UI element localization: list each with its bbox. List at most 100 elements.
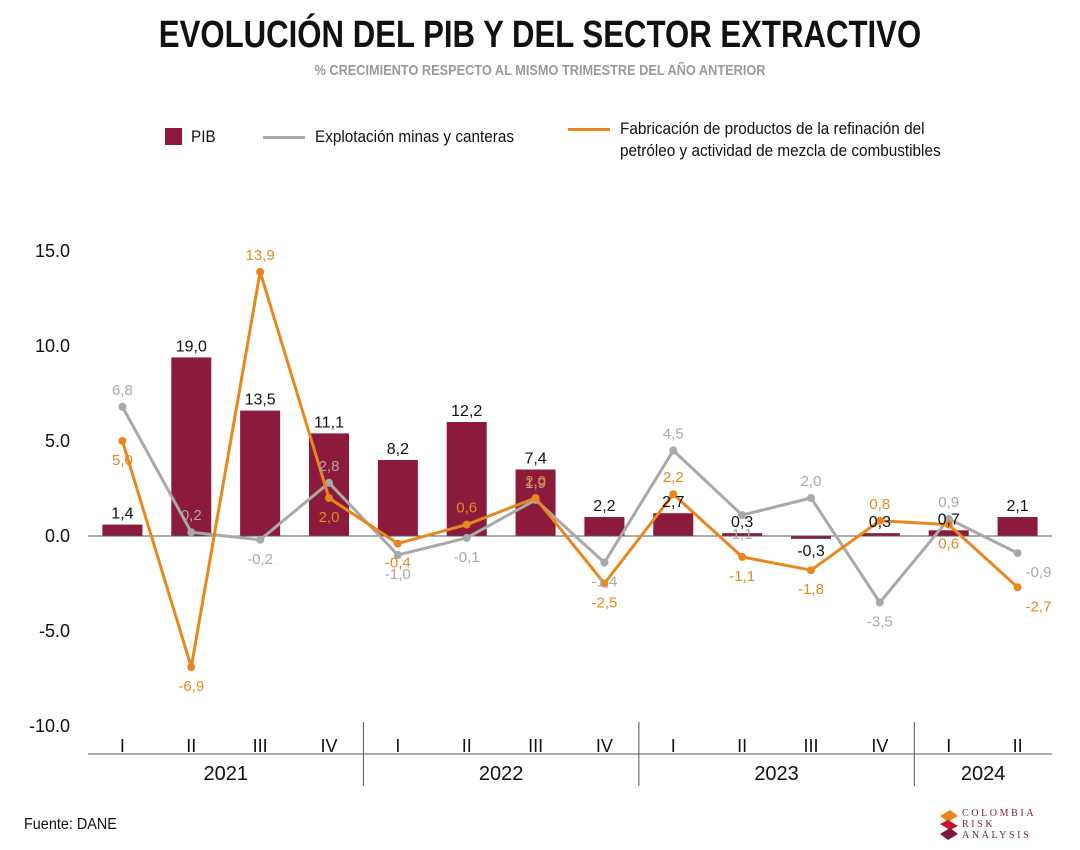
logo-text-line1: COLOMBIA	[962, 808, 1037, 819]
bar-pib	[584, 517, 625, 536]
data-label-pib: 8,2	[387, 441, 409, 458]
data-label-pib: 2,1	[1006, 498, 1028, 515]
x-tick-label: IV	[596, 736, 613, 756]
year-label: 2021	[203, 763, 248, 785]
legend-item-refinacion: Fabricación de productos de la refinació…	[568, 118, 976, 162]
year-label: 2024	[961, 763, 1006, 785]
legend-swatch-minas	[263, 136, 305, 139]
point-minas	[807, 494, 815, 502]
series-line-minas	[121, 406, 1019, 604]
data-label-pib: -0,3	[797, 543, 825, 560]
data-label-refinacion: 2,0	[319, 509, 340, 526]
x-tick-label: I	[120, 736, 125, 756]
point-minas	[462, 533, 471, 542]
legend-item-pib: PIB	[165, 126, 218, 148]
legend-item-minas: Explotación minas y canteras	[263, 126, 536, 148]
source-note: Fuente: DANE	[24, 816, 117, 833]
x-tick-label: II	[462, 736, 472, 756]
point-refinacion	[531, 494, 540, 502]
point-refinacion	[256, 267, 265, 276]
year-label: 2023	[754, 763, 799, 785]
data-label-pib: 19,0	[176, 338, 207, 355]
data-label-minas: -1,0	[385, 566, 411, 583]
data-label-refinacion: -2,5	[591, 595, 617, 612]
data-label-pib: 2,7	[662, 494, 684, 511]
legend-swatch-refinacion	[568, 128, 610, 131]
y-tick-label: -5.0	[39, 621, 70, 641]
data-label-minas: -1,4	[591, 574, 617, 591]
x-tick-label: I	[946, 736, 951, 756]
data-label-minas: 6,8	[112, 382, 133, 399]
legend-label-refinacion-line2: petróleo y actividad de mezcla de combus…	[620, 141, 941, 160]
x-tick-label: II	[737, 736, 747, 756]
point-minas	[325, 478, 333, 487]
data-label-refinacion: 2,2	[663, 469, 684, 486]
chart-title: EVOLUCIÓN DEL PIB Y DEL SECTOR EXTRACTIV…	[158, 14, 922, 56]
point-minas	[393, 551, 402, 559]
data-label-refinacion: -1,1	[729, 568, 755, 585]
data-label-refinacion: 2,0	[525, 473, 546, 490]
point-refinacion	[393, 539, 402, 548]
data-label-minas: 0,9	[938, 494, 959, 511]
data-label-refinacion: -2,7	[1026, 598, 1052, 615]
x-tick-label: III	[253, 736, 268, 756]
chart-subtitle: % CRECIMIENTO RESPECTO AL MISMO TRIMESTR…	[314, 62, 766, 79]
point-refinacion	[807, 566, 815, 575]
y-tick-label: 0.0	[45, 526, 70, 546]
legend-label-minas: Explotación minas y canteras	[315, 127, 514, 146]
data-label-minas: -3,5	[867, 614, 893, 631]
data-label-pib: 7,4	[524, 451, 546, 468]
point-minas	[600, 558, 609, 567]
data-label-pib: 12,2	[451, 403, 482, 420]
bar-pib	[446, 422, 487, 536]
bar-pib	[653, 513, 694, 536]
bar-pib	[859, 533, 900, 536]
logo-text: COLOMBIA RISK ANALYSIS	[962, 808, 1036, 841]
point-minas	[187, 528, 196, 537]
point-refinacion	[600, 579, 609, 588]
chart-plot: 15.0 10.0 5.0 0.0 -5.0 -10.0 1,4 19,0 13,5 11,1 8,…	[29, 241, 1052, 786]
point-minas	[1013, 549, 1022, 558]
point-minas	[669, 446, 678, 455]
data-label-minas: 2,8	[319, 458, 340, 475]
data-label-refinacion: 0,6	[456, 500, 477, 517]
point-minas	[738, 511, 747, 520]
data-label-refinacion: -6,9	[178, 678, 204, 695]
logo-mark-icon	[940, 810, 958, 840]
data-label-refinacion: -0,4	[385, 555, 411, 572]
x-tick-label: II	[1013, 736, 1023, 756]
bar-pib	[240, 410, 281, 536]
series-line-refinacion	[120, 270, 1019, 669]
data-label-pib: 11,1	[314, 414, 344, 431]
point-minas	[118, 402, 127, 411]
legend-label-pib: PIB	[191, 127, 216, 146]
point-refinacion	[944, 520, 953, 529]
bar-pib	[928, 530, 969, 536]
x-tick-label: III	[803, 736, 818, 756]
bar-pib	[102, 524, 143, 536]
data-label-pib: 1,4	[111, 506, 133, 523]
data-label-pib: 0,3	[869, 514, 891, 531]
data-label-refinacion: 13,9	[246, 247, 275, 264]
point-refinacion	[187, 663, 196, 672]
year-label: 2022	[479, 763, 524, 785]
data-label-refinacion: -1,8	[798, 581, 824, 598]
data-label-minas: 1,1	[732, 526, 753, 543]
x-tick-label: IV	[871, 736, 888, 756]
y-tick-label: 10.0	[35, 336, 70, 356]
data-label-pib: 0,3	[731, 514, 753, 531]
data-label-minas: 4,5	[663, 426, 684, 443]
point-minas	[256, 535, 265, 544]
point-minas	[875, 598, 884, 607]
point-refinacion	[669, 490, 678, 499]
point-refinacion	[875, 516, 884, 525]
data-label-refinacion: 0,6	[938, 536, 959, 553]
point-minas	[944, 514, 953, 523]
y-tick-label: 5.0	[45, 431, 70, 451]
data-label-minas: -0,2	[247, 551, 273, 568]
point-refinacion	[325, 494, 333, 502]
data-label-refinacion: 5,0	[112, 452, 133, 469]
bar-pib	[997, 517, 1038, 536]
data-label-pib: 13,5	[245, 392, 276, 409]
bar-pib	[377, 460, 418, 536]
